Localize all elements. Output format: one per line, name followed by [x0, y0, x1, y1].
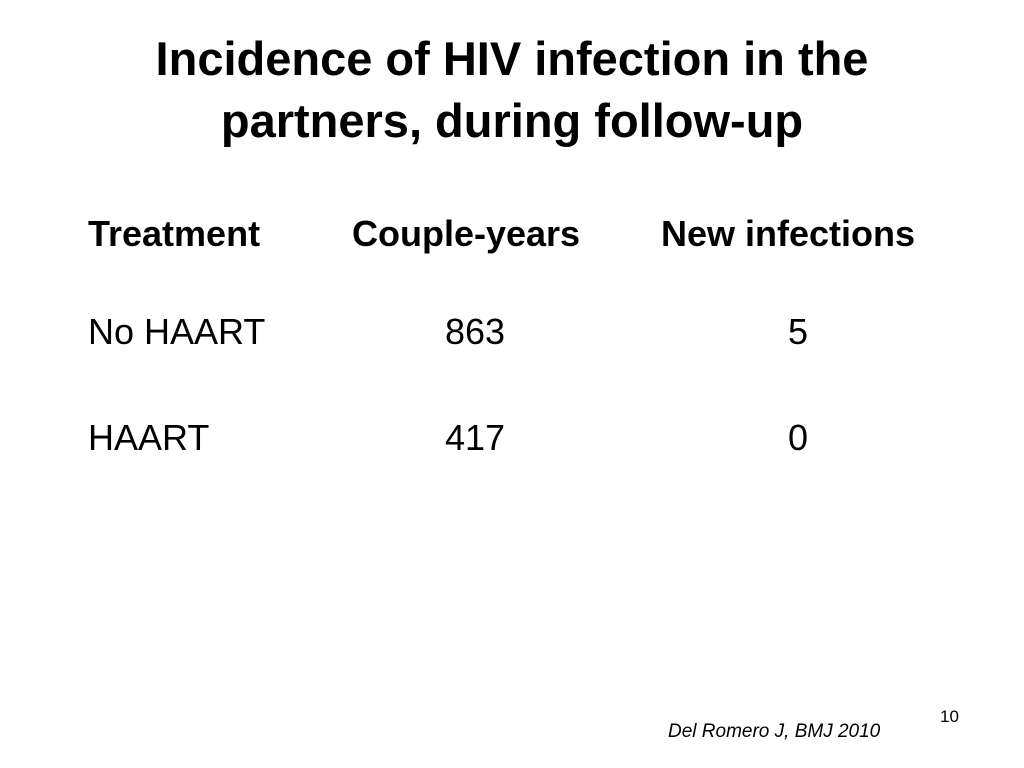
row-haart-treatment: HAART [88, 417, 210, 458]
page-number: 10 [940, 707, 959, 726]
row-haart-couple-years: 417 [445, 417, 506, 458]
citation: Del Romero J, BMJ 2010 [668, 721, 881, 742]
slide-title: Incidence of HIV infection in the partne… [0, 28, 1024, 152]
header-couple-years: Couple-years [352, 213, 581, 254]
row-no-haart-couple-years: 863 [445, 311, 506, 352]
header-new-infections: New infections [661, 213, 916, 254]
row-no-haart-treatment: No HAART [88, 311, 266, 352]
slide-title-line-1: Incidence of HIV infection in the [155, 32, 869, 85]
header-treatment: Treatment [88, 213, 261, 254]
row-haart-new-infections: 0 [788, 417, 809, 458]
slide-title-line-2: partners, during follow-up [220, 94, 804, 147]
row-no-haart-new-infections: 5 [788, 311, 809, 352]
